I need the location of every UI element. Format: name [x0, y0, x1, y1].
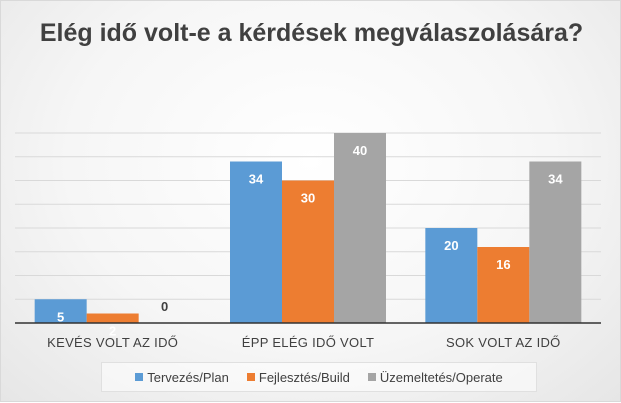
legend-swatch: [246, 373, 255, 381]
bar: [282, 180, 334, 323]
data-label: 5: [57, 309, 64, 324]
legend-item: Tervezés/Plan: [135, 370, 229, 385]
category-label: KEVÉS VOLT AZ IDŐ: [47, 335, 178, 350]
bar: [34, 299, 87, 323]
legend-label: Fejlesztés/Build: [258, 369, 350, 385]
bar: [230, 161, 282, 323]
legend-item: Fejlesztés/Build: [246, 369, 350, 385]
data-label: 34: [548, 172, 563, 187]
data-label: 16: [496, 257, 510, 272]
data-label: 30: [301, 191, 315, 206]
data-label: 34: [249, 172, 264, 187]
legend-swatch: [135, 373, 144, 381]
bar: [477, 247, 530, 323]
legend: Tervezés/Plan Fejlesztés/Build Üzemeltetés…: [101, 362, 537, 392]
legend-swatch: [367, 373, 376, 381]
data-label: 0: [161, 299, 168, 314]
legend-label: Tervezés/Plan: [147, 369, 229, 385]
category-label: ÉPP ELÉG IDŐ VOLT: [242, 335, 375, 350]
chart-title: Elég idő volt-e a kérdések megválaszolás…: [39, 19, 584, 47]
bar: [529, 161, 582, 323]
bar: [334, 133, 386, 323]
legend-label: Üzemeltetés/Operate: [379, 369, 503, 385]
bar: [425, 228, 478, 323]
data-label: 2: [109, 324, 116, 339]
legend-item: Üzemeltetés/Operate: [367, 369, 503, 385]
bar: [86, 313, 139, 323]
category-label: SOK VOLT AZ IDŐ: [446, 335, 561, 350]
data-label: 40: [353, 143, 367, 158]
data-label: 20: [444, 238, 458, 253]
